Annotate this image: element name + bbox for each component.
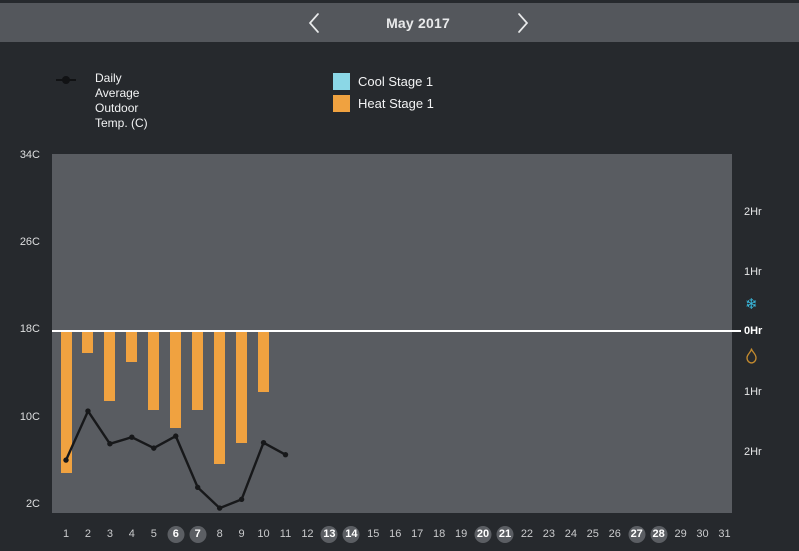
day-label-24: 24	[564, 528, 577, 540]
heat-runtime-bar-day-7[interactable]	[192, 332, 204, 410]
day-label-14: 14	[342, 526, 360, 543]
day-label-26: 26	[608, 528, 621, 540]
day-label-16: 16	[389, 528, 402, 540]
runtime-axis-tick-heat-1Hr: 1Hr	[744, 386, 762, 398]
temp-point-day-4[interactable]	[129, 434, 135, 440]
heat-runtime-bar-day-10[interactable]	[258, 332, 270, 392]
day-label-21: 21	[496, 526, 514, 543]
prev-month-button[interactable]	[299, 10, 327, 36]
day-label-20: 20	[474, 526, 492, 543]
temp-point-day-6[interactable]	[173, 433, 179, 439]
heat-runtime-bar-day-2[interactable]	[82, 332, 94, 353]
day-label-2: 2	[84, 528, 91, 540]
day-label-10: 10	[257, 528, 270, 540]
cool-stage-legend-label: Cool Stage 1	[358, 74, 434, 89]
temp-line-chart	[63, 408, 289, 511]
day-label-8: 8	[216, 528, 223, 540]
heat-stage-swatch-icon	[333, 95, 350, 112]
temp-point-day-2[interactable]	[85, 408, 91, 414]
temp-axis-tick-10C: 10C	[19, 410, 40, 423]
chevron-left-icon	[299, 12, 327, 34]
heat-stage-legend-label: Heat Stage 1	[358, 96, 434, 111]
temp-legend-line-1: Daily	[95, 71, 122, 85]
heat-runtime-bar-day-4[interactable]	[126, 332, 138, 362]
temp-axis-tick-18C: 18C	[19, 323, 40, 336]
temp-point-day-7[interactable]	[195, 484, 201, 491]
day-label-1: 1	[62, 528, 70, 540]
plot-area	[52, 154, 732, 513]
temp-point-day-3[interactable]	[107, 441, 113, 447]
temp-axis-tick-34C: 34C	[19, 149, 40, 161]
heat-runtime-bar-day-6[interactable]	[170, 332, 182, 428]
heat-runtime-bar-day-8[interactable]	[214, 332, 226, 464]
zero-hour-line	[52, 330, 741, 332]
heat-runtime-bar-day-9[interactable]	[236, 332, 248, 443]
temp-legend-label: Daily Average Outdoor Temp. (C)	[95, 71, 148, 131]
cool-stage-swatch-icon	[333, 73, 350, 90]
day-label-11: 11	[279, 528, 292, 540]
day-label-5: 5	[150, 528, 157, 540]
heat-runtime-bar-day-5[interactable]	[148, 332, 160, 410]
runtime-axis-tick-cool-1Hr: 1Hr	[744, 266, 762, 278]
temp-point-day-11[interactable]	[282, 451, 289, 458]
day-label-25: 25	[586, 528, 599, 540]
day-label-28: 28	[650, 526, 668, 543]
runtime-axis-tick-0Hr: 0Hr	[744, 325, 763, 337]
day-label-12: 12	[301, 528, 314, 540]
day-label-27: 27	[628, 526, 646, 543]
chevron-right-icon	[509, 12, 537, 34]
temp-line	[64, 409, 287, 510]
temp-axis-tick-26C: 26C	[19, 236, 40, 249]
day-label-7: 7	[189, 526, 207, 543]
day-label-3: 3	[106, 528, 113, 540]
heat-runtime-bar-day-3[interactable]	[104, 332, 116, 401]
day-label-9: 9	[238, 528, 245, 540]
temp-line-marker-icon	[56, 75, 78, 86]
day-label-19: 19	[454, 528, 468, 540]
day-label-30: 30	[696, 528, 709, 540]
month-title: May 2017	[386, 15, 450, 31]
temp-point-day-8[interactable]	[216, 505, 223, 511]
flame-icon	[744, 347, 759, 370]
temp-legend-line-3: Outdoor	[95, 101, 139, 115]
day-label-23: 23	[542, 528, 556, 540]
month-nav-bar: May 2017	[0, 3, 799, 42]
day-label-29: 29	[674, 528, 687, 540]
temp-legend-line-4: Temp. (C)	[95, 116, 148, 130]
day-label-22: 22	[520, 528, 534, 540]
day-label-4: 4	[128, 528, 135, 540]
temp-point-day-9[interactable]	[238, 496, 245, 503]
temp-axis-tick-2C: 2C	[25, 497, 40, 510]
heat-runtime-bar-day-1[interactable]	[60, 332, 72, 473]
day-label-6: 6	[167, 526, 185, 543]
temp-point-day-10[interactable]	[260, 439, 267, 446]
runtime-axis-tick-cool-2Hr: 2Hr	[744, 206, 762, 218]
day-label-13: 13	[320, 526, 338, 543]
day-label-15: 15	[367, 528, 380, 540]
temp-point-day-1[interactable]	[63, 457, 69, 463]
temp-legend-line-2: Average	[95, 86, 140, 100]
day-label-31: 31	[718, 528, 731, 540]
day-label-17: 17	[411, 528, 424, 540]
temp-point-day-5[interactable]	[151, 445, 157, 451]
snowflake-icon: ❄	[745, 296, 758, 313]
day-label-18: 18	[433, 528, 446, 540]
runtime-axis-tick-heat-2Hr: 2Hr	[744, 446, 762, 458]
next-month-button[interactable]	[509, 10, 537, 36]
